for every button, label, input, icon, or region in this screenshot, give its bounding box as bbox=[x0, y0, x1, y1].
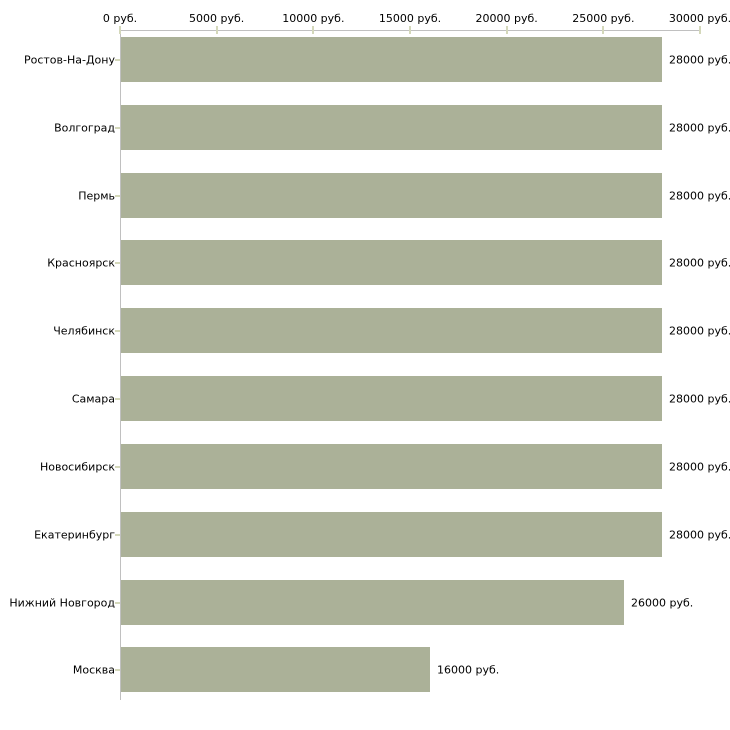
bar-row: Челябинск 28000 руб. bbox=[0, 308, 730, 353]
y-tick-mark bbox=[115, 397, 120, 400]
category-label: Красноярск bbox=[47, 256, 115, 269]
x-axis-tick-label: 15000 руб. bbox=[378, 12, 442, 25]
bar-row: Ростов-На-Дону 28000 руб. bbox=[0, 37, 730, 82]
bar bbox=[121, 240, 662, 285]
x-axis-tick-mark bbox=[312, 26, 315, 34]
y-tick-mark bbox=[115, 126, 120, 129]
category-label: Волгоград bbox=[54, 121, 115, 134]
category-label: Самара bbox=[71, 392, 115, 405]
y-tick-mark bbox=[115, 329, 120, 332]
value-label: 28000 руб. bbox=[669, 324, 730, 337]
category-label: Нижний Новгород bbox=[9, 596, 115, 609]
value-label: 16000 руб. bbox=[437, 663, 500, 676]
bar-row: Красноярск 28000 руб. bbox=[0, 240, 730, 285]
x-axis-tick-label: 10000 руб. bbox=[282, 12, 345, 25]
x-axis-tick-mark bbox=[119, 26, 121, 34]
bar-row: Нижний Новгород 26000 руб. bbox=[0, 580, 730, 625]
bar bbox=[121, 580, 624, 625]
x-axis-tick-label: 5000 руб. bbox=[189, 12, 245, 25]
value-label: 28000 руб. bbox=[669, 121, 730, 134]
category-label: Челябинск bbox=[53, 324, 115, 337]
x-axis-tick-mark bbox=[215, 26, 218, 34]
category-label: Новосибирск bbox=[39, 460, 115, 473]
y-tick-mark bbox=[115, 58, 120, 61]
category-label: Москва bbox=[72, 663, 115, 676]
x-axis-tick-label: 25000 руб. bbox=[572, 12, 635, 25]
value-label: 28000 руб. bbox=[669, 256, 730, 269]
bar bbox=[121, 105, 662, 150]
bar bbox=[121, 173, 662, 218]
bar-row: Пермь 28000 руб. bbox=[0, 173, 730, 218]
category-label: Пермь bbox=[78, 189, 115, 202]
y-tick-mark bbox=[115, 261, 120, 264]
x-axis-tick-label: 0 руб. bbox=[102, 12, 138, 25]
x-axis-tick-label: 30000 руб. bbox=[668, 12, 730, 25]
bar bbox=[121, 376, 662, 421]
x-axis-tick-mark bbox=[409, 26, 411, 34]
value-label: 26000 руб. bbox=[631, 596, 694, 609]
y-axis-line bbox=[120, 30, 121, 700]
y-tick-mark bbox=[115, 668, 120, 671]
y-tick-mark bbox=[115, 601, 120, 604]
bar bbox=[121, 512, 662, 557]
value-label: 28000 руб. bbox=[669, 392, 730, 405]
x-axis-tick-mark bbox=[505, 26, 508, 34]
bar-row: Волгоград 28000 руб. bbox=[0, 105, 730, 150]
bar-row: Москва 16000 руб. bbox=[0, 647, 730, 692]
y-tick-mark bbox=[115, 194, 120, 197]
y-tick-mark bbox=[115, 465, 120, 468]
bar-row: Самара 28000 руб. bbox=[0, 376, 730, 421]
bar bbox=[121, 444, 662, 489]
bar-row: Екатеринбург 28000 руб. bbox=[0, 512, 730, 557]
category-label: Екатеринбург bbox=[34, 528, 115, 541]
bar bbox=[121, 647, 430, 692]
value-label: 28000 руб. bbox=[669, 460, 730, 473]
value-label: 28000 руб. bbox=[669, 53, 730, 66]
y-tick-mark bbox=[115, 533, 120, 536]
x-axis-tick-label: 20000 руб. bbox=[475, 12, 538, 25]
value-label: 28000 руб. bbox=[669, 528, 730, 541]
x-axis-tick-mark bbox=[602, 26, 605, 34]
bar-row: Новосибирск 28000 руб. bbox=[0, 444, 730, 489]
category-label: Ростов-На-Дону bbox=[23, 53, 115, 66]
x-axis-tick-mark bbox=[699, 26, 701, 34]
value-label: 28000 руб. bbox=[669, 189, 730, 202]
bar bbox=[121, 37, 662, 82]
bar bbox=[121, 308, 662, 353]
